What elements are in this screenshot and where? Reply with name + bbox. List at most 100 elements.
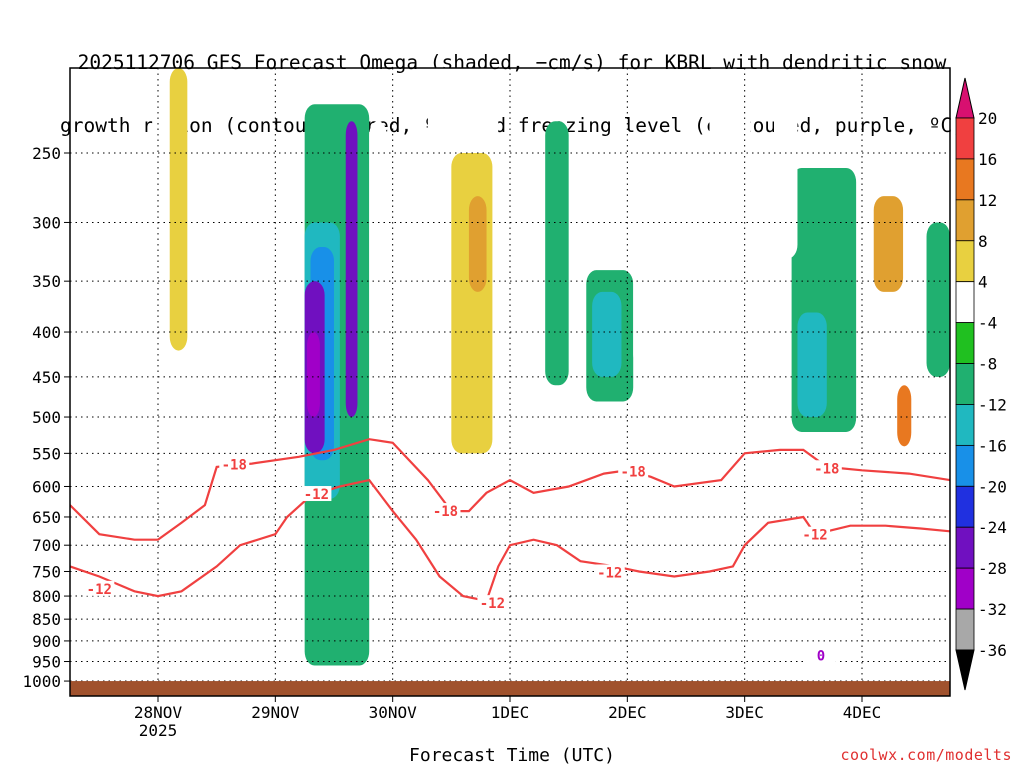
contour-label-bg-dgz-minus12-2	[477, 595, 508, 611]
colorbar-swatch-11	[955, 567, 975, 610]
colorbar-swatch-7	[955, 404, 975, 446]
contour-label-bg-dgz-minus18-2	[618, 463, 649, 479]
omega-region-21	[774, 104, 798, 259]
colorbar-swatch-6	[955, 363, 975, 405]
omega-region-8	[307, 332, 320, 418]
pressure-axis: 250 300 350 400 450 500 550 600 650 700 750 800 850 9…	[22, 144, 70, 691]
omega-region-23	[873, 196, 904, 292]
omega-region-3	[70, 247, 106, 461]
colorbar-label-9: -20	[978, 477, 1007, 496]
colorbar-label-11: -28	[978, 559, 1007, 578]
colorbar-swatch-5	[955, 322, 975, 364]
x-tick-label-29NOV: 29NOV	[251, 703, 300, 722]
contour-label-dgz-minus12-2: -12	[480, 596, 505, 612]
colorbar-swatch-4	[955, 281, 975, 324]
contour-label-dgz-minus18-0: -18	[222, 457, 247, 473]
y-tick-label-400: 400	[32, 323, 61, 342]
colorbar-label-1: 16	[978, 150, 997, 169]
colorbar-swatch-9	[955, 485, 975, 528]
contour-label-dgz-minus12-4: -12	[802, 528, 827, 544]
contour-label-dgz-minus12-1: -12	[304, 487, 329, 503]
colorbar-swatch-10	[955, 526, 975, 569]
contour-label-dgz-minus18-1: -18	[433, 504, 458, 520]
y-tick-label-450: 450	[32, 368, 61, 387]
colorbar-label-0: 20	[978, 109, 997, 128]
y-tick-label-600: 600	[32, 477, 61, 496]
omega-region-13	[468, 196, 487, 292]
colorbar-top-arrow	[955, 77, 975, 119]
colorbar-label-13: -36	[978, 641, 1007, 660]
y-tick-label-250: 250	[32, 144, 61, 163]
y-tick-label-350: 350	[32, 272, 61, 291]
x-tick-label-1DEC: 1DEC	[491, 703, 530, 722]
y-tick-label-950: 950	[32, 653, 61, 672]
contour-label-bg-dgz-minus18-1	[430, 503, 461, 519]
omega-region-14	[545, 121, 569, 386]
colorbar-swatch-3	[955, 240, 975, 283]
y-tick-label-500: 500	[32, 408, 61, 427]
contour-label-bg-freezing-level-0	[805, 647, 836, 663]
contour-label-dgz-minus18-3: -18	[814, 461, 839, 477]
omega-region-12	[451, 152, 493, 454]
y-tick-label-700: 700	[32, 536, 61, 555]
x-tick-label-3DEC: 3DEC	[725, 703, 764, 722]
omega-region-2	[193, 167, 229, 394]
y-tick-label-550: 550	[32, 444, 61, 463]
colorbar-swatch-12	[955, 608, 975, 651]
omega-shading	[70, 68, 950, 666]
ground-surface	[70, 681, 950, 696]
ground-fill	[70, 681, 950, 696]
y-tick-label-800: 800	[32, 587, 61, 606]
contour-label-bg-dgz-minus12-3	[594, 564, 625, 580]
y-tick-label-900: 900	[32, 632, 61, 651]
omega-region-9	[345, 121, 358, 418]
colorbar-swatch-0	[955, 117, 975, 160]
colorbar-bottom-arrow	[955, 649, 975, 691]
y-tick-label-1000: 1000	[22, 672, 61, 691]
contour-dgz-minus18	[70, 438, 950, 541]
omega-region-25	[926, 222, 950, 377]
contour-label-bg-dgz-minus12-4	[800, 526, 831, 542]
x-axis-label: Forecast Time (UTC)	[409, 745, 615, 766]
colorbar-swatch-8	[955, 444, 975, 487]
colorbar-label-10: -24	[978, 518, 1007, 537]
omega-region-1	[169, 68, 188, 351]
x-tick-label-2DEC: 2DEC	[608, 703, 647, 722]
y-tick-label-850: 850	[32, 610, 61, 629]
colorbar-label-2: 12	[978, 191, 997, 210]
x-tick-label-4DEC: 4DEC	[843, 703, 882, 722]
colorbar-label-5: -4	[978, 314, 997, 333]
omega-region-20	[797, 312, 827, 418]
omega-region-18	[709, 104, 751, 454]
omega-region-24	[897, 385, 912, 447]
contour-label-freezing-level-0: 0	[817, 648, 825, 664]
temperature-contours: -12 -12 -12 -12 -12 -18 -18 -18 -18 0	[70, 438, 950, 664]
omega-colorbar: 20 16 12 8 4 -4 -8 -12 -16 -20 -24 -28 -32 -36	[955, 77, 1007, 691]
contour-label-dgz-minus18-2: -18	[621, 465, 646, 481]
colorbar-label-7: -12	[978, 395, 1007, 414]
omega-region-17	[633, 137, 663, 369]
contour-label-dgz-minus12-3: -12	[597, 565, 622, 581]
contour-label-bg-dgz-minus12-1	[301, 486, 332, 502]
colorbar-label-6: -8	[978, 355, 997, 374]
x-tick-label-30NOV: 30NOV	[369, 703, 418, 722]
omega-region-10	[369, 121, 387, 487]
colorbar-swatch-1	[955, 158, 975, 201]
credit-text[interactable]: coolwx.com/modelts	[840, 746, 1012, 764]
colorbar-label-12: -32	[978, 600, 1007, 619]
contour-label-bg-dgz-minus18-3	[811, 460, 842, 476]
contour-label-dgz-minus12-0: -12	[87, 582, 112, 598]
contour-label-bg-dgz-minus18-0	[219, 456, 250, 472]
contour-label-bg-dgz-minus12-0	[84, 580, 115, 596]
y-tick-label-750: 750	[32, 562, 61, 581]
contour-dgz-minus12	[70, 478, 950, 603]
colorbar-label-4: 4	[978, 273, 988, 292]
x-tick-label-28NOV: 28NOV	[134, 703, 183, 722]
y-tick-label-650: 650	[32, 508, 61, 527]
omega-region-16	[592, 291, 622, 377]
x-tick-sublabel-28NOV: 2025	[139, 721, 178, 740]
y-tick-label-300: 300	[32, 213, 61, 232]
colorbar-label-8: -16	[978, 436, 1007, 455]
